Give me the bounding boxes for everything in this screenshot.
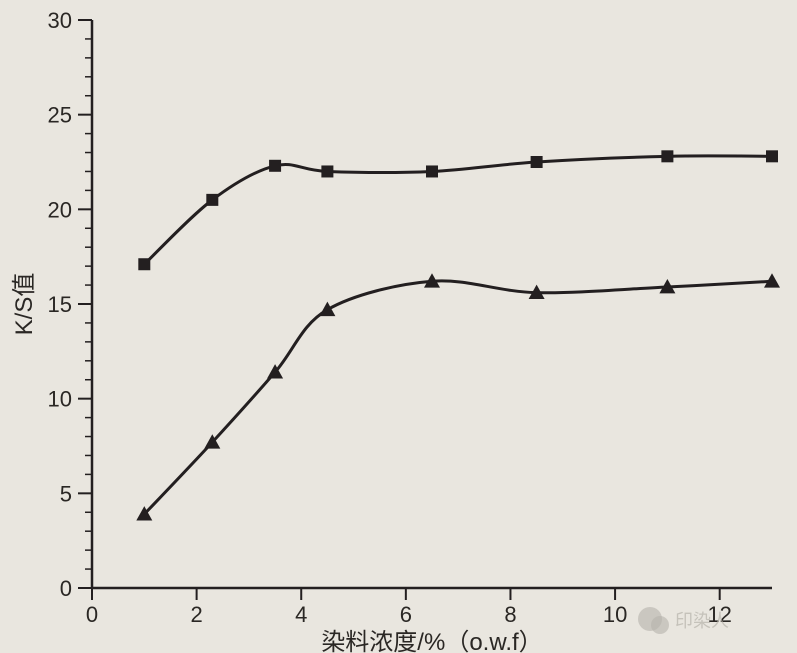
x-tick-label: 2 [190, 602, 202, 627]
y-tick-label: 25 [48, 103, 72, 128]
y-tick-label: 30 [48, 8, 72, 33]
square-marker [269, 160, 281, 172]
y-tick-label: 5 [60, 481, 72, 506]
square-marker [531, 156, 543, 168]
square-marker [138, 258, 150, 270]
x-axis-label: 染料浓度/%（o.w.f） [321, 629, 542, 653]
square-marker [661, 150, 673, 162]
x-tick-label: 10 [603, 602, 627, 627]
wechat-icon-small [651, 616, 669, 634]
y-tick-label: 20 [48, 197, 72, 222]
y-tick-label: 10 [48, 387, 72, 412]
x-tick-label: 8 [504, 602, 516, 627]
square-marker [426, 165, 438, 177]
y-axis-label: K/S值 [11, 273, 38, 336]
x-tick-label: 4 [295, 602, 307, 627]
ks-concentration-chart: 051015202530024681012染料浓度/%（o.w.f）K/S值印染… [0, 0, 797, 653]
x-tick-label: 6 [400, 602, 412, 627]
square-marker [766, 150, 778, 162]
chart-background [0, 0, 797, 653]
y-tick-label: 0 [60, 576, 72, 601]
chart-svg: 051015202530024681012染料浓度/%（o.w.f）K/S值印染… [0, 0, 797, 653]
x-tick-label: 0 [86, 602, 98, 627]
square-marker [206, 194, 218, 206]
y-tick-label: 15 [48, 292, 72, 317]
square-marker [321, 165, 333, 177]
watermark-text: 印染人 [675, 611, 729, 631]
